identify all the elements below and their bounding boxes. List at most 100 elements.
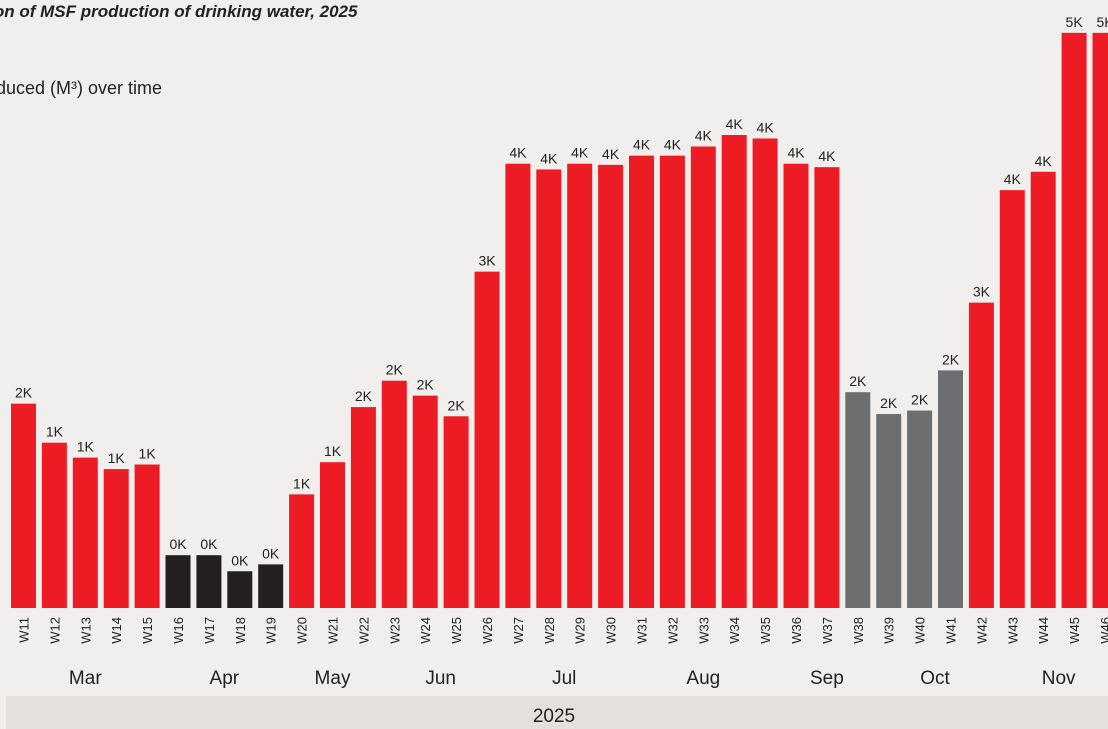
month-label-apr: Apr <box>210 668 240 689</box>
data-label-w35: 4K <box>757 119 775 135</box>
bar-w21 <box>320 462 345 608</box>
data-label-w33: 4K <box>695 128 713 144</box>
bar-w45 <box>1061 32 1087 609</box>
month-label-jul: Jul <box>552 668 576 689</box>
tick-label-w46: W46 <box>1098 617 1108 644</box>
tick-label-w17: W17 <box>202 617 217 644</box>
tick-label-w12: W12 <box>47 617 62 644</box>
bar-w16 <box>165 555 191 608</box>
month-label-oct: Oct <box>920 668 950 689</box>
bar-w44 <box>1030 171 1056 608</box>
data-label-w19: 0K <box>262 545 280 561</box>
tick-label-w40: W40 <box>913 617 928 644</box>
data-label-w24: 2K <box>417 377 435 393</box>
data-label-w16: 0K <box>169 536 187 552</box>
data-label-w21: 1K <box>324 443 342 459</box>
bar-w37 <box>814 167 840 608</box>
bar-w23 <box>381 380 407 608</box>
tick-label-w22: W22 <box>356 617 371 644</box>
data-label-w13: 1K <box>77 439 95 455</box>
tick-label-w18: W18 <box>233 617 248 644</box>
bar-w31 <box>629 155 654 609</box>
year-band <box>6 696 1108 729</box>
tick-label-w36: W36 <box>789 617 804 644</box>
bar-w12 <box>41 442 67 608</box>
bar-w41 <box>938 370 963 608</box>
data-label-w23: 2K <box>386 362 404 378</box>
bar-w14 <box>103 469 129 608</box>
tick-label-w28: W28 <box>542 617 557 644</box>
data-label-w39: 2K <box>880 395 898 411</box>
bar-w29 <box>567 163 593 608</box>
bar-w30 <box>598 164 624 608</box>
bar-w28 <box>536 169 562 609</box>
data-label-w14: 1K <box>108 450 126 466</box>
bar-w43 <box>999 190 1025 609</box>
bar-w35 <box>752 138 778 608</box>
bar-w19 <box>258 564 284 608</box>
data-label-w12: 1K <box>46 424 64 440</box>
data-label-w43: 4K <box>1004 171 1022 187</box>
data-label-w18: 0K <box>231 552 249 568</box>
tick-label-w38: W38 <box>851 617 866 644</box>
month-label-may: May <box>315 668 351 689</box>
tick-label-w24: W24 <box>418 617 433 644</box>
tick-label-w44: W44 <box>1036 617 1051 644</box>
data-label-w42: 3K <box>973 284 991 300</box>
month-label-nov: Nov <box>1042 668 1076 689</box>
bar-w38 <box>845 392 871 608</box>
bar-w24 <box>412 395 438 608</box>
tick-label-w35: W35 <box>758 617 773 644</box>
data-label-w44: 4K <box>1035 153 1053 169</box>
data-label-w25: 2K <box>448 397 466 413</box>
tick-label-w14: W14 <box>109 617 124 644</box>
tick-label-w34: W34 <box>727 617 742 644</box>
data-label-w32: 4K <box>664 137 682 153</box>
tick-label-w16: W16 <box>171 617 186 644</box>
tick-label-w25: W25 <box>449 617 464 644</box>
data-label-w38: 2K <box>849 373 867 389</box>
bar-w22 <box>350 407 376 608</box>
month-label-sep: Sep <box>810 668 844 689</box>
tick-label-w37: W37 <box>820 617 835 644</box>
tick-label-w19: W19 <box>264 617 279 644</box>
tick-label-w21: W21 <box>326 617 341 644</box>
tick-label-w20: W20 <box>295 617 310 644</box>
month-label-aug: Aug <box>686 668 720 689</box>
tick-label-w30: W30 <box>604 617 619 644</box>
month-label-mar: Mar <box>69 668 102 689</box>
data-label-w20: 1K <box>293 475 311 491</box>
tick-label-w42: W42 <box>974 617 989 644</box>
tick-label-w27: W27 <box>511 617 526 644</box>
data-label-w40: 2K <box>911 392 929 408</box>
bar-w42 <box>968 302 994 608</box>
tick-label-w29: W29 <box>573 617 588 644</box>
chart-subtitle: oduced (M³) over time <box>0 78 163 98</box>
data-label-w22: 2K <box>355 388 373 404</box>
tick-label-w26: W26 <box>480 617 495 644</box>
bar-w15 <box>134 464 160 608</box>
bar-w25 <box>443 416 469 608</box>
tick-label-w41: W41 <box>944 617 959 644</box>
tick-label-w13: W13 <box>78 617 93 644</box>
data-label-w41: 2K <box>942 351 960 367</box>
bar-w36 <box>783 163 809 608</box>
data-label-w36: 4K <box>787 145 805 161</box>
data-label-w37: 4K <box>818 148 836 164</box>
data-label-w46: 5K <box>1096 14 1108 30</box>
bar-w20 <box>289 494 315 608</box>
tick-label-w15: W15 <box>140 617 155 644</box>
year-label: 2025 <box>532 706 576 727</box>
month-label-jun: Jun <box>425 668 456 689</box>
data-label-w34: 4K <box>726 116 744 132</box>
chart-title: ation of MSF production of drinking wate… <box>0 2 358 21</box>
data-label-w30: 4K <box>602 146 620 162</box>
bar-w32 <box>659 155 685 609</box>
tick-label-w43: W43 <box>1005 617 1020 644</box>
bar-w34 <box>721 135 747 609</box>
tick-label-w11: W11 <box>17 617 32 643</box>
bar-w26 <box>474 271 500 608</box>
bar-w33 <box>690 146 716 608</box>
data-label-w15: 1K <box>139 446 157 462</box>
